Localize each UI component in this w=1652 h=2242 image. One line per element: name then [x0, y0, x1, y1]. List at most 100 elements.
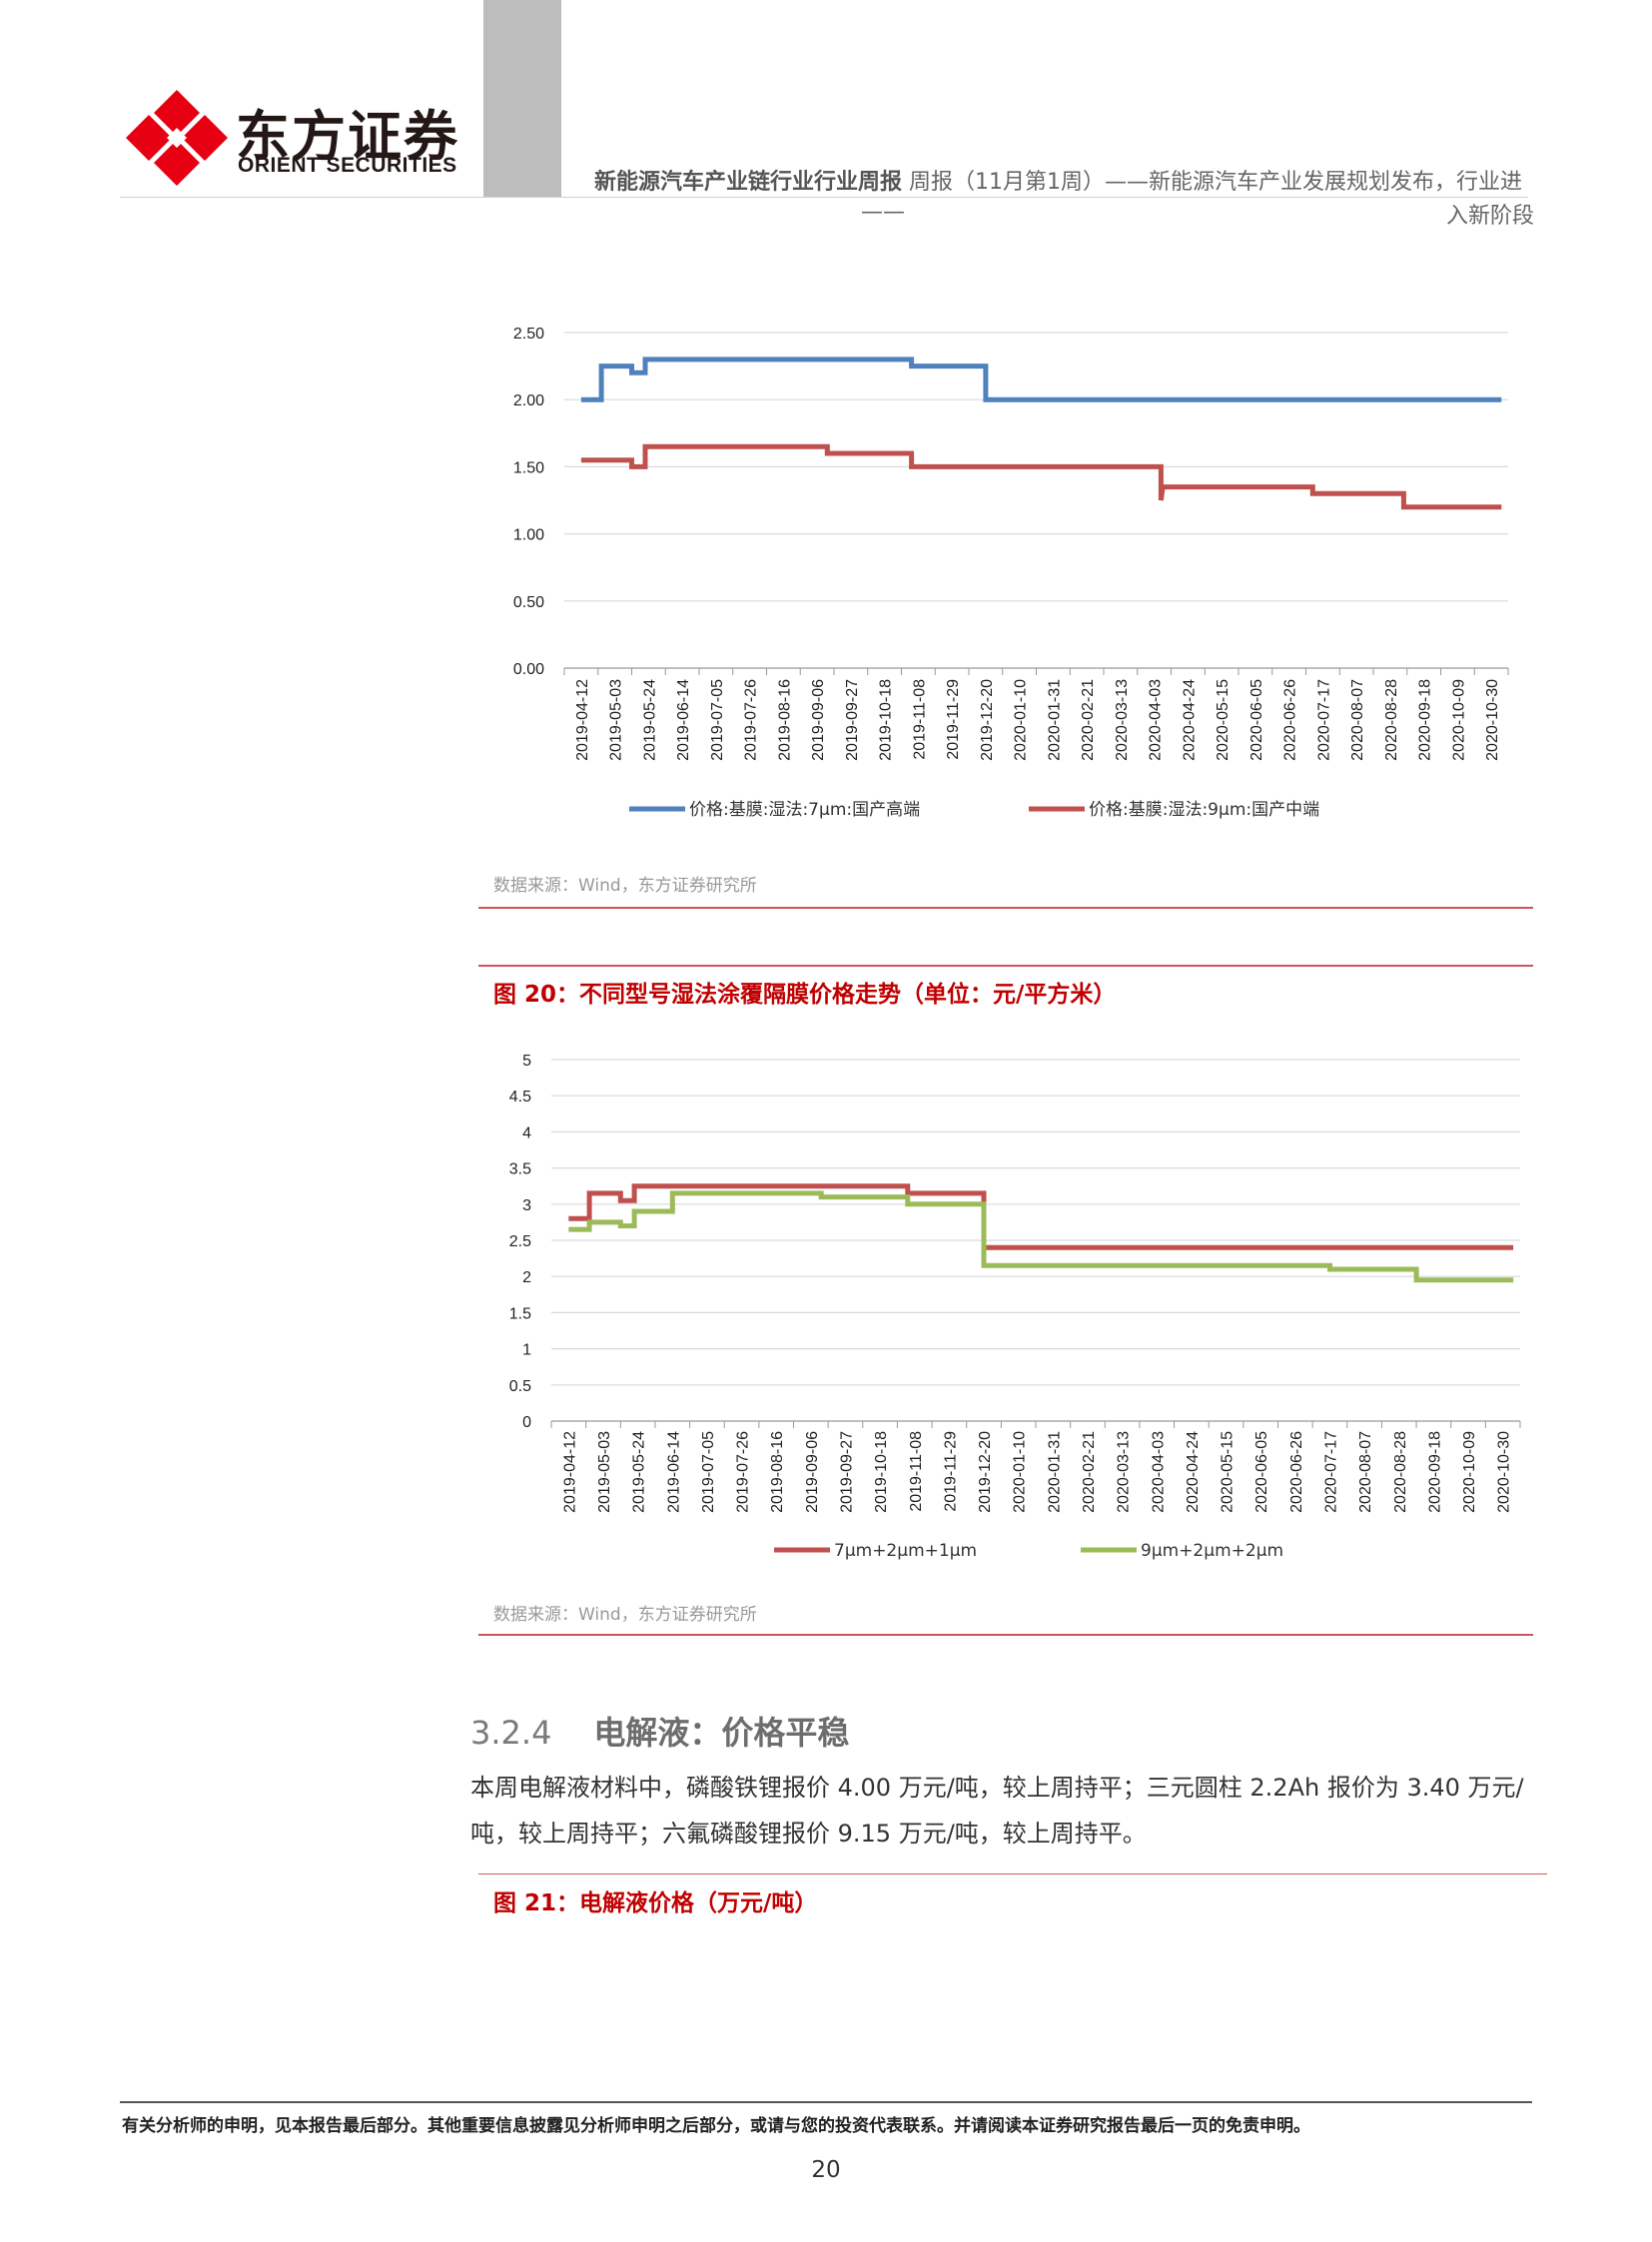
figure20-title: 图 20：不同型号湿法涂覆隔膜价格走势（单位：元/平方米） — [493, 982, 1117, 1008]
x-tick-label: 2020-04-24 — [1181, 679, 1198, 761]
y-tick-label: 1.00 — [513, 527, 544, 544]
x-tick-label: 2020-04-03 — [1150, 1431, 1167, 1513]
x-tick-label: 2020-06-05 — [1248, 679, 1265, 761]
y-tick-label: 1.50 — [513, 459, 544, 476]
x-tick-label: 2019-10-18 — [873, 1431, 890, 1513]
x-tick-label: 2019-12-20 — [977, 1431, 994, 1513]
section-paragraph: 本周电解液材料中，磷酸铁锂报价 4.00 万元/吨，较上周持平；三元圆柱 2.2… — [470, 1774, 1524, 1848]
figure20-top-rule — [478, 965, 1533, 967]
x-tick-label: 2019-05-24 — [641, 679, 658, 761]
y-tick-label: 2.50 — [513, 326, 544, 343]
page-number: 20 — [811, 2157, 841, 2183]
y-tick-label: 0.00 — [513, 661, 544, 678]
x-tick-label: 2020-03-13 — [1116, 1431, 1133, 1513]
chart1-source: 数据来源：Wind，东方证券研究所 — [493, 876, 757, 896]
x-tick-label: 2020-05-15 — [1215, 679, 1232, 761]
report-title-bold: 新能源汽车产业链行业行业周报 — [594, 170, 903, 195]
figure21-title: 图 21：电解液价格（万元/吨） — [493, 1890, 818, 1916]
y-tick-label: 2.5 — [509, 1233, 531, 1250]
chart2-source: 数据来源：Wind，东方证券研究所 — [493, 1605, 757, 1625]
x-tick-label: 2020-03-13 — [1114, 679, 1131, 761]
footer-disclaimer: 有关分析师的申明，见本报告最后部分。其他重要信息披露见分析师申明之后部分，或请与… — [122, 2116, 1310, 2136]
x-tick-label: 2020-10-09 — [1450, 679, 1467, 761]
chart1-bottom-rule — [478, 907, 1533, 909]
x-tick-label: 2020-01-31 — [1046, 1431, 1063, 1513]
legend-label-1: 7μm+2μm+1μm — [834, 1541, 977, 1561]
y-tick-label: 1.5 — [509, 1305, 531, 1322]
x-tick-label: 2019-09-27 — [838, 1431, 855, 1513]
x-tick-label: 2019-07-26 — [743, 679, 760, 761]
x-tick-label: 2020-09-18 — [1417, 679, 1434, 761]
x-tick-label: 2019-07-05 — [700, 1431, 717, 1513]
x-tick-label: 2020-10-30 — [1484, 679, 1501, 761]
x-tick-label: 2020-08-07 — [1357, 1431, 1374, 1513]
header-rule — [120, 197, 1528, 198]
legend-label-2: 9μm+2μm+2μm — [1141, 1541, 1283, 1561]
x-tick-label: 2019-04-12 — [561, 1431, 578, 1513]
x-tick-label: 2019-10-18 — [878, 679, 895, 761]
x-tick-label: 2019-06-14 — [665, 1431, 682, 1513]
header-gray-band — [483, 0, 561, 198]
x-tick-label: 2020-08-28 — [1383, 679, 1400, 761]
orient-securities-logo-icon — [126, 90, 228, 186]
x-tick-label: 2020-10-09 — [1461, 1431, 1478, 1513]
x-tick-label: 2020-07-17 — [1315, 679, 1332, 761]
x-tick-label: 2019-11-29 — [942, 1431, 959, 1512]
y-tick-label: 0.50 — [513, 594, 544, 611]
report-title: 新能源汽车产业链行业行业周报 周报（11月第1周）——新能源汽车产业发展规划发布… — [594, 166, 1533, 200]
x-tick-label: 2020-05-15 — [1220, 1431, 1237, 1513]
x-tick-label: 2020-01-10 — [1012, 1431, 1029, 1513]
x-tick-label: 2019-07-05 — [709, 679, 726, 761]
x-tick-label: 2020-06-26 — [1282, 679, 1299, 761]
x-tick-label: 2020-01-31 — [1046, 679, 1063, 761]
report-title-dash: —— — [861, 200, 905, 225]
x-tick-label: 2019-11-08 — [911, 679, 928, 760]
y-tick-label: 4.5 — [509, 1089, 531, 1106]
section-title: 电解液：价格平稳 — [593, 1714, 850, 1752]
x-tick-label: 2019-12-20 — [979, 679, 996, 761]
x-tick-label: 2019-08-16 — [769, 1431, 786, 1513]
logo-english-name: ORIENT SECURITIES — [238, 154, 457, 177]
x-tick-label: 2020-07-17 — [1322, 1431, 1339, 1513]
x-tick-label: 2019-04-12 — [574, 679, 591, 761]
y-tick-label: 2 — [522, 1269, 531, 1286]
y-tick-label: 4 — [522, 1124, 531, 1141]
x-tick-label: 2020-10-30 — [1496, 1431, 1513, 1513]
chart2-bottom-rule — [478, 1634, 1533, 1636]
legend-label-2: 价格:基膜:湿法:9μm:国产中端 — [1089, 800, 1319, 820]
y-tick-label: 3.5 — [509, 1161, 531, 1178]
section-number: 3.2.4 — [470, 1714, 552, 1752]
footer-rule — [120, 2101, 1532, 2103]
y-tick-label: 0.5 — [509, 1378, 531, 1395]
x-tick-label: 2020-04-24 — [1185, 1431, 1202, 1513]
x-tick-label: 2019-09-06 — [804, 1431, 821, 1513]
y-tick-label: 1 — [522, 1342, 531, 1359]
series-line-2 — [568, 1190, 1514, 1283]
legend-label-1: 价格:基膜:湿法:7μm:国产高端 — [689, 800, 920, 820]
x-tick-label: 2020-01-10 — [1013, 679, 1030, 761]
x-tick-label: 2020-04-03 — [1148, 679, 1165, 761]
x-tick-label: 2020-06-26 — [1288, 1431, 1305, 1513]
x-tick-label: 2020-08-07 — [1349, 679, 1366, 761]
y-tick-label: 0 — [522, 1414, 531, 1431]
x-tick-label: 2020-06-05 — [1253, 1431, 1270, 1513]
x-tick-label: 2020-08-28 — [1392, 1431, 1409, 1513]
x-tick-label: 2019-06-14 — [675, 679, 692, 761]
y-tick-label: 5 — [522, 1053, 531, 1070]
x-tick-label: 2019-07-26 — [735, 1431, 752, 1513]
x-tick-label: 2019-05-03 — [596, 1431, 613, 1513]
x-tick-label: 2019-11-08 — [908, 1431, 925, 1512]
series-line-2 — [580, 443, 1502, 510]
y-tick-label: 3 — [522, 1197, 531, 1214]
x-tick-label: 2020-02-21 — [1081, 1431, 1098, 1513]
x-tick-label: 2020-02-21 — [1080, 679, 1097, 761]
x-tick-label: 2019-08-16 — [776, 679, 793, 761]
logo-chinese-name: 东方证券 — [236, 105, 459, 168]
y-tick-label: 2.00 — [513, 392, 544, 409]
report-title-line2: 入新阶段 — [1445, 204, 1534, 229]
report-title-rest: 周报（11月第1周）——新能源汽车产业发展规划发布，行业进 — [909, 170, 1523, 195]
x-tick-label: 2019-11-29 — [945, 679, 962, 760]
x-tick-label: 2019-09-27 — [844, 679, 861, 761]
x-tick-label: 2019-09-06 — [810, 679, 827, 761]
